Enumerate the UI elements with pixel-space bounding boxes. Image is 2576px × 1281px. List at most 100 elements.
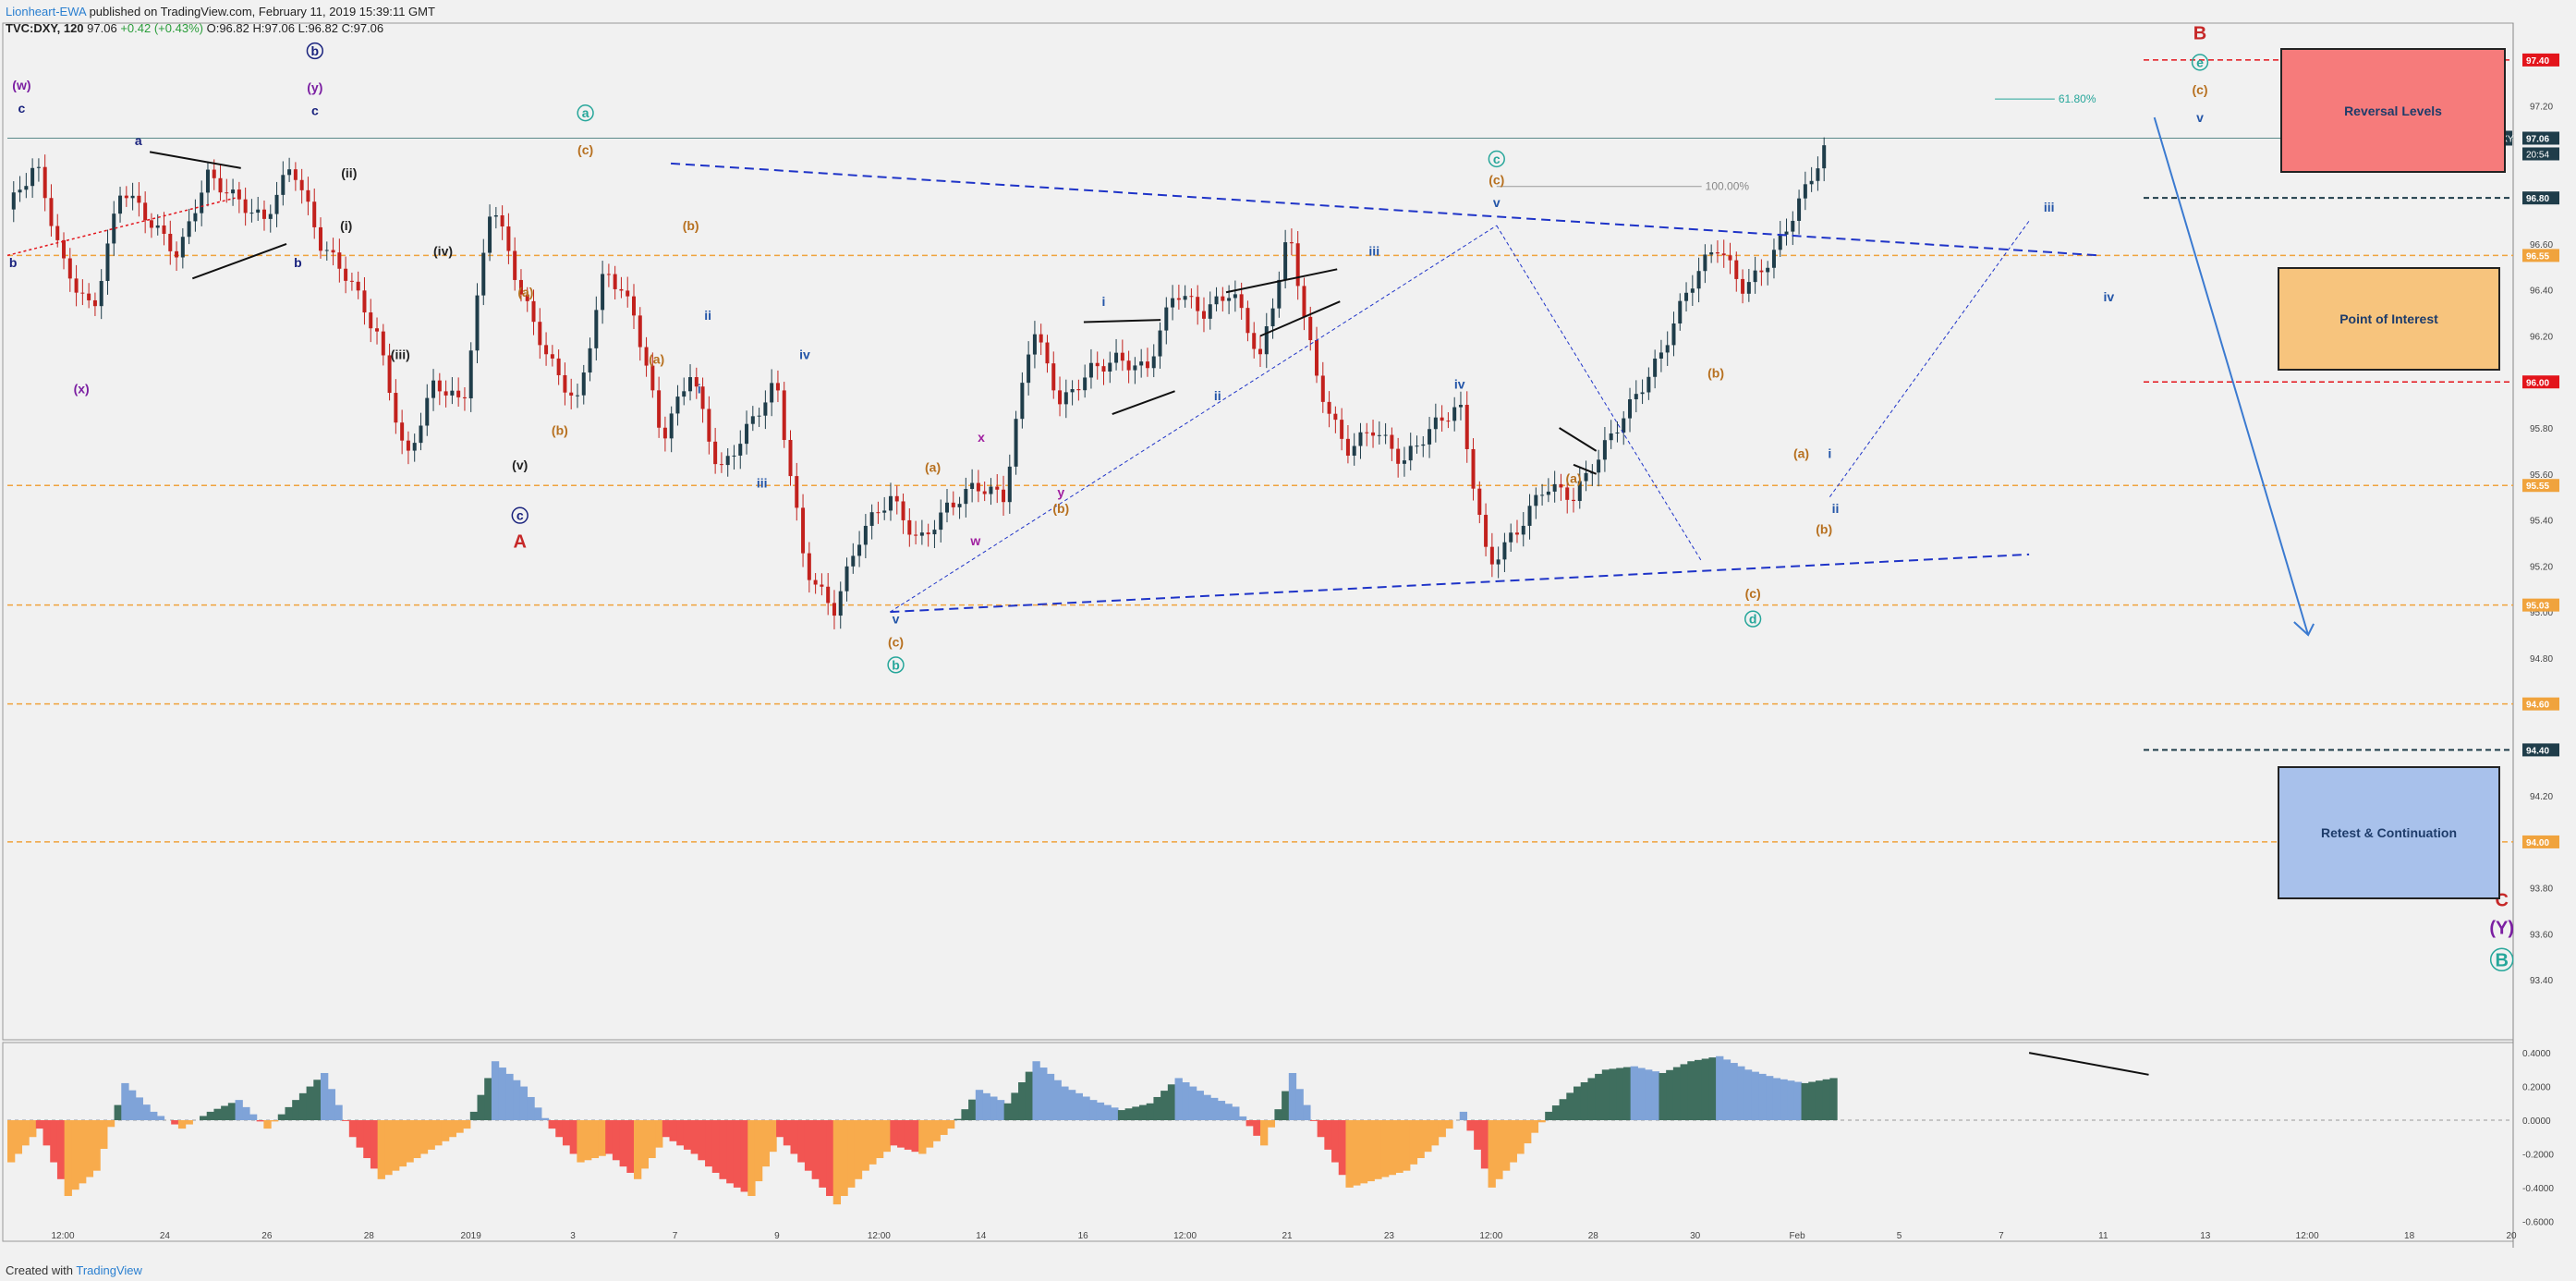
candle-body	[243, 199, 248, 214]
oscillator-bar	[342, 1120, 350, 1121]
candle-body	[11, 192, 16, 210]
wave-label: (w)	[12, 78, 30, 92]
oscillator-bar	[1787, 1080, 1795, 1121]
candle-body	[838, 591, 843, 616]
oscillator-bar	[1751, 1071, 1759, 1121]
oscillator-bar	[398, 1120, 407, 1167]
price-tick-label: 93.60	[2530, 930, 2553, 940]
oscillator-bar	[285, 1106, 293, 1121]
candle-body	[1540, 494, 1545, 496]
candle-body	[1659, 352, 1663, 359]
candle-body	[1684, 292, 1689, 301]
oscillator-bar	[1722, 1059, 1732, 1121]
oscillator-bar	[1061, 1086, 1069, 1121]
time-axis-label: 26	[261, 1231, 273, 1241]
price-level-tag-label: 97.40	[2526, 56, 2549, 67]
oscillator-bar	[413, 1120, 421, 1159]
candle-body	[1816, 168, 1820, 181]
oscillator-bar	[79, 1120, 87, 1184]
oscillator-bar	[427, 1120, 435, 1150]
oscillator-bar	[655, 1120, 663, 1148]
oscillator-bar	[306, 1086, 314, 1121]
symbol-label: TVC:DXY, 120	[6, 21, 84, 35]
oscillator-bar	[1687, 1061, 1695, 1121]
triangle-line	[1559, 427, 1598, 452]
oscillator-bar	[776, 1120, 784, 1138]
oscillator-bar	[1466, 1120, 1475, 1131]
candle-body	[1534, 494, 1538, 506]
candle-body	[1728, 255, 1732, 261]
oscillator-bar	[463, 1120, 471, 1129]
candle-body	[1308, 316, 1313, 341]
candle-body	[168, 233, 173, 251]
oscillator-bar	[733, 1120, 742, 1188]
oscillator-bar	[1488, 1120, 1496, 1188]
oscillator-bar	[1601, 1069, 1610, 1121]
candle-body	[1408, 445, 1413, 461]
wave-label: (c)	[888, 634, 904, 649]
oscillator-bar	[754, 1120, 763, 1182]
oscillator-bar	[1359, 1120, 1368, 1184]
candle-body	[750, 416, 755, 424]
oscillator-bar	[1708, 1057, 1717, 1121]
time-axis-label: 12:00	[1479, 1231, 1502, 1241]
wave-label: iv	[2104, 289, 2115, 304]
oscillator-bar	[1495, 1120, 1503, 1179]
oscillator-bar	[1587, 1078, 1596, 1121]
candle-body	[1083, 377, 1088, 391]
time-axis-label: 28	[364, 1231, 375, 1241]
candle-body	[1208, 304, 1212, 319]
candle-body	[1315, 340, 1319, 376]
candle-body	[1270, 308, 1275, 327]
time-axis-label: 16	[1078, 1231, 1089, 1241]
time-axis-label: 2019	[461, 1231, 482, 1241]
time-axis-label: Feb	[1789, 1231, 1805, 1241]
candle-body	[763, 402, 768, 416]
candle-body	[1289, 242, 1294, 244]
candle-body	[801, 507, 806, 554]
red-dotted-line	[6, 197, 236, 257]
candle-body	[795, 476, 799, 508]
candle-body	[1196, 297, 1200, 311]
triangle-line	[149, 151, 241, 169]
wave-label: (v)	[512, 458, 528, 472]
candle-body	[1559, 483, 1563, 488]
oscillator-bar	[698, 1120, 706, 1161]
wave-label: d	[1749, 612, 1757, 627]
oscillator-bar	[419, 1120, 429, 1154]
oscillator-bar	[121, 1082, 129, 1121]
oscillator-bar	[1132, 1106, 1140, 1121]
candle-body	[105, 243, 110, 281]
author-link[interactable]: Lionheart-EWA	[6, 5, 86, 18]
candle-body	[788, 440, 793, 477]
oscillator-bar	[861, 1120, 869, 1171]
oscillator-bar	[484, 1078, 492, 1121]
oscillator-bar	[705, 1120, 713, 1167]
oscillator-bar	[43, 1120, 51, 1146]
candle-body	[719, 464, 723, 466]
wave-label: (b)	[552, 422, 568, 437]
oscillator-bar	[577, 1120, 585, 1163]
candle-body	[299, 179, 304, 190]
oscillator-bar	[1075, 1092, 1083, 1121]
candle-body	[425, 397, 430, 426]
oscillator-bar	[498, 1068, 506, 1121]
candle-body	[1709, 252, 1714, 255]
candle-body	[1233, 294, 1237, 299]
oscillator-bar	[1716, 1055, 1724, 1121]
oscillator-bar	[21, 1120, 30, 1146]
candle-body	[713, 441, 718, 465]
candle-body	[513, 250, 517, 280]
tradingview-link[interactable]: TradingView	[76, 1263, 142, 1277]
price-tick-label: 95.80	[2530, 424, 2553, 434]
candle-body	[237, 189, 241, 200]
oscillator-bar	[1622, 1067, 1632, 1121]
candle-body	[205, 169, 210, 193]
candle-body	[118, 195, 123, 214]
wave-label: (y)	[307, 80, 322, 95]
oscillator-bar	[1793, 1081, 1803, 1121]
candle-body	[1746, 282, 1751, 294]
oscillator-bar	[1574, 1086, 1582, 1121]
oscillator-bar	[64, 1120, 72, 1197]
